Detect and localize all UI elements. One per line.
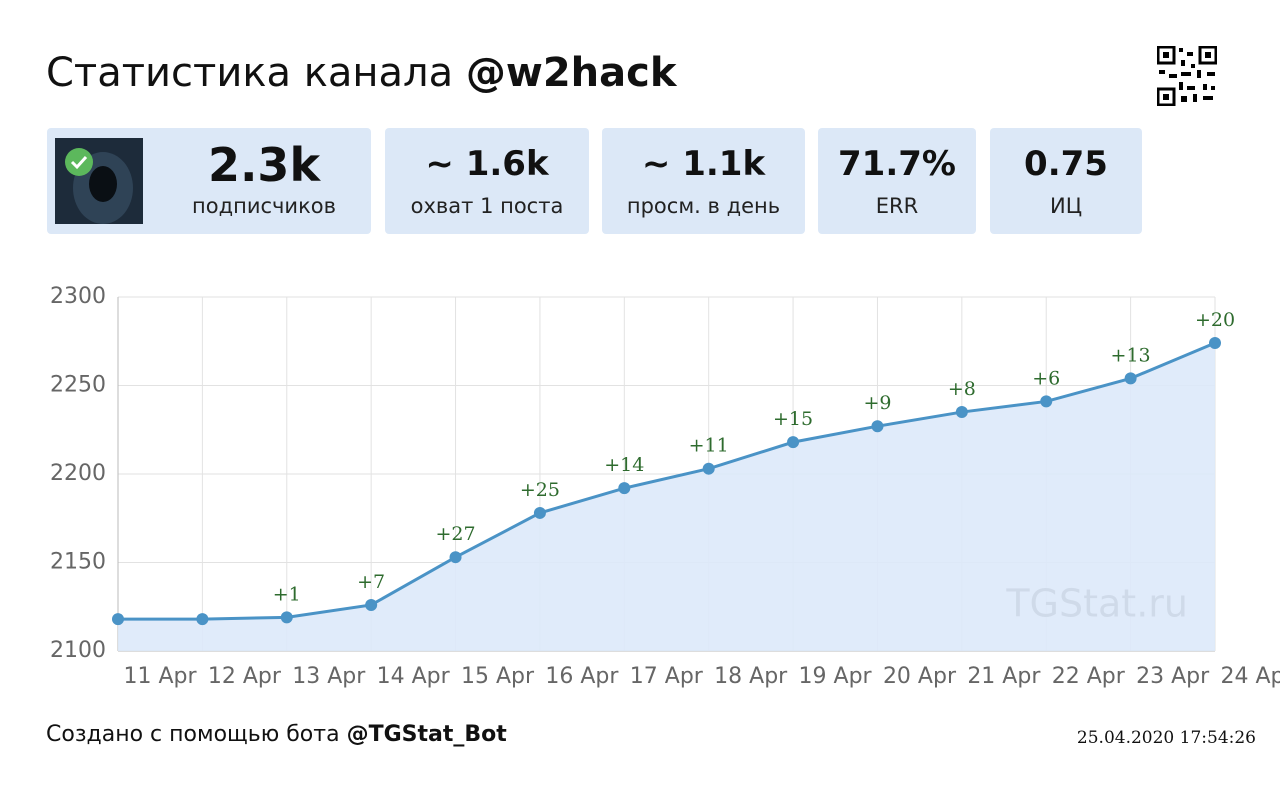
point [1124,372,1137,385]
change-label: +20 [1195,309,1235,331]
channel: @w2hack [465,50,677,96]
change-label: +15 [773,408,813,430]
x-tick-label: 12 Apr [208,664,282,689]
title-prefix: Статистика канала [46,50,454,96]
point [955,406,968,419]
point [365,598,378,611]
avatar [55,138,143,224]
change-label: +27 [435,523,475,545]
stat-value: ~ 1.1k [641,144,766,184]
change-label: +14 [604,454,644,476]
change-label: +9 [863,392,891,414]
bot: @TGStat_Bot [346,722,507,747]
change-label: +1 [273,583,301,605]
point [112,613,124,626]
change-label: +6 [1032,367,1060,389]
qr-code [1157,46,1217,106]
change-label: +25 [520,479,560,501]
x-tick-label: 23 Apr [1136,664,1210,689]
stat-card: ~ 1.1k просм. в день [602,128,805,234]
x-tick-label: 15 Apr [461,664,535,689]
point [533,506,546,519]
title: Статистика канала @w2hack [46,50,676,96]
y-tick-label: 2150 [50,550,106,575]
y-tick-label: 2300 [50,284,106,309]
point [449,551,462,564]
stat-card: ~ 1.6k охват 1 поста [385,128,589,234]
point [196,613,209,626]
stat-card: 2.3k подписчиков [47,128,371,234]
x-tick-label: 13 Apr [292,664,366,689]
y-tick-label: 2200 [50,461,106,486]
x-tick-label: 24 Apr [1220,664,1280,689]
stat-label: ИЦ [1049,194,1082,218]
change-label: +7 [357,571,385,593]
point [787,436,800,449]
stat-card: 0.75 ИЦ [990,128,1142,234]
stat-value: 71.7% [838,144,956,184]
x-tick-label: 17 Apr [630,664,704,689]
change-label: +11 [689,435,729,457]
x-tick-label: 11 Apr [123,664,197,689]
footer-prefix: Создано с помощью бота [46,722,340,747]
x-tick-label: 19 Apr [799,664,873,689]
x-tick-label: 14 Apr [377,664,451,689]
point [1040,395,1053,408]
area [118,343,1215,651]
stat-label: охват 1 поста [410,194,564,218]
chart: 2100 2150 2200 2250 2300 11 Apr 12 Apr 13 Apr 14… [50,284,1280,689]
timestamp: 25.04.2020 17:54:26 [1076,728,1256,748]
x-tick-label: 21 Apr [967,664,1041,689]
x-tick-label: 22 Apr [1052,664,1126,689]
stat-card: 71.7% ERR [818,128,976,234]
point [702,462,715,475]
stat-value: 2.3k [207,138,321,192]
y-tick-label: 2250 [50,373,106,398]
y-tick-label: 2100 [50,638,106,663]
point [1209,337,1221,350]
change-label: +13 [1111,344,1151,366]
stat-label: ERR [875,194,919,218]
footer: Создано с помощью бота @TGStat_Bot [46,722,507,747]
change-label: +8 [948,378,976,400]
stat-label: подписчиков [192,194,336,218]
stat-label: просм. в день [626,194,781,218]
point [280,611,293,624]
line [118,341,1216,621]
point [871,420,884,433]
x-tick-label: 20 Apr [883,664,957,689]
stat-value: ~ 1.6k [425,144,549,184]
stat-value: 0.75 [1024,144,1108,184]
x-tick-label: 16 Apr [545,664,619,689]
point [618,482,631,495]
x-tick-label: 18 Apr [714,664,788,689]
